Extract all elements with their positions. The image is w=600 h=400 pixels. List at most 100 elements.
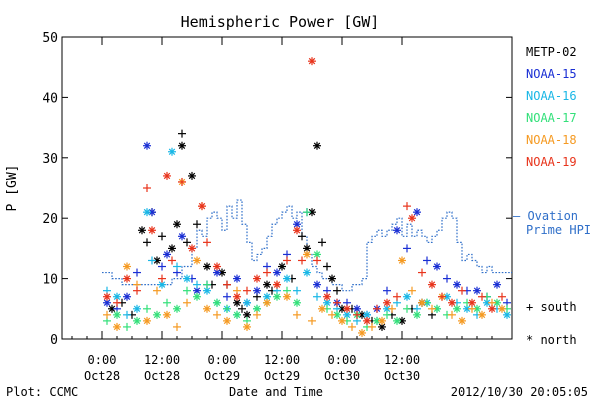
south-point-marker bbox=[158, 262, 166, 271]
south-point-marker bbox=[323, 262, 331, 271]
north-point-marker bbox=[148, 226, 156, 235]
north-point-marker bbox=[433, 304, 441, 313]
south-point-marker bbox=[143, 238, 151, 247]
south-point-marker bbox=[193, 280, 201, 289]
north-point-marker bbox=[293, 298, 301, 307]
south-point-marker bbox=[423, 256, 431, 265]
north-point-marker bbox=[363, 316, 371, 325]
series-noaa-19 bbox=[103, 57, 506, 325]
south-point-marker bbox=[303, 208, 311, 217]
north-point-marker bbox=[323, 292, 331, 301]
north-point-marker bbox=[113, 310, 121, 319]
north-point-marker bbox=[113, 322, 121, 331]
north-point-marker bbox=[283, 274, 291, 283]
south-point-marker bbox=[253, 310, 261, 319]
north-point-marker bbox=[173, 304, 181, 313]
north-point-marker bbox=[498, 304, 506, 313]
south-point-marker bbox=[148, 256, 156, 265]
north-point-marker bbox=[433, 262, 441, 271]
north-point-marker bbox=[478, 310, 486, 319]
south-point-marker bbox=[373, 304, 381, 313]
south-point-marker bbox=[123, 322, 131, 331]
south-point-marker bbox=[243, 286, 251, 295]
south-point-marker bbox=[193, 220, 201, 229]
north-point-marker bbox=[233, 292, 241, 301]
y-tick-label: 50 bbox=[42, 31, 58, 46]
south-point-marker bbox=[333, 286, 341, 295]
north-point-marker bbox=[143, 208, 151, 217]
legend-north: * north bbox=[526, 333, 577, 347]
north-point-marker bbox=[233, 274, 241, 283]
north-point-marker bbox=[223, 316, 231, 325]
north-point-marker bbox=[358, 328, 366, 337]
axes-layer: 0 10 20 30 40 50 0:00 Oct28 12:00 Oct28 0:00 Oct29 1… bbox=[42, 31, 513, 383]
north-point-marker bbox=[198, 202, 206, 211]
north-point-marker bbox=[193, 292, 201, 301]
north-point-marker bbox=[413, 310, 421, 319]
south-point-marker bbox=[403, 202, 411, 211]
south-point-marker bbox=[178, 177, 186, 186]
north-point-marker bbox=[113, 292, 121, 301]
south-point-marker bbox=[448, 310, 456, 319]
north-point-marker bbox=[273, 292, 281, 301]
south-point-marker bbox=[163, 298, 171, 307]
legend-entry: NOAA-17 bbox=[526, 111, 577, 125]
south-point-marker bbox=[298, 256, 306, 265]
north-point-marker bbox=[103, 292, 111, 301]
south-point-marker bbox=[173, 262, 181, 271]
north-point-marker bbox=[413, 208, 421, 217]
north-point-marker bbox=[363, 310, 371, 319]
x-tick-label-time: 12:00 bbox=[384, 353, 420, 367]
x-tick-label-date: Oct30 bbox=[324, 369, 360, 383]
north-point-marker bbox=[338, 316, 346, 325]
north-point-marker bbox=[308, 57, 316, 66]
north-point-marker bbox=[253, 286, 261, 295]
south-point-marker bbox=[283, 256, 291, 265]
north-point-marker bbox=[203, 262, 211, 271]
north-point-marker bbox=[303, 250, 311, 259]
south-point-marker bbox=[408, 286, 416, 295]
north-point-marker bbox=[263, 298, 271, 307]
x-tick-label-time: 0:00 bbox=[208, 353, 237, 367]
north-point-marker bbox=[163, 310, 171, 319]
north-point-marker bbox=[373, 316, 381, 325]
north-point-marker bbox=[468, 298, 476, 307]
north-point-marker bbox=[443, 292, 451, 301]
north-point-marker bbox=[403, 292, 411, 301]
legend-entry: NOAA-18 bbox=[526, 133, 577, 147]
north-point-marker bbox=[153, 310, 161, 319]
north-point-marker bbox=[378, 316, 386, 325]
north-point-marker bbox=[213, 262, 221, 271]
north-point-marker bbox=[453, 280, 461, 289]
footer-timestamp: 2012/10/30 20:05:05 bbox=[451, 385, 588, 399]
north-point-marker bbox=[278, 262, 286, 271]
south-point-marker bbox=[213, 310, 221, 319]
south-point-marker bbox=[298, 232, 306, 241]
north-point-marker bbox=[313, 280, 321, 289]
y-tick-label: 40 bbox=[42, 91, 58, 106]
south-point-marker bbox=[133, 268, 141, 277]
south-point-marker bbox=[308, 316, 316, 325]
south-point-marker bbox=[203, 238, 211, 247]
south-point-marker bbox=[293, 286, 301, 295]
points-layer bbox=[103, 57, 511, 337]
y-tick-label: 30 bbox=[42, 152, 58, 167]
north-point-marker bbox=[393, 226, 401, 235]
south-point-marker bbox=[388, 304, 396, 313]
north-point-marker bbox=[283, 292, 291, 301]
south-point-marker bbox=[478, 292, 486, 301]
north-point-marker bbox=[253, 274, 261, 283]
south-point-marker bbox=[403, 304, 411, 313]
series-metp-02 bbox=[108, 129, 436, 331]
north-point-marker bbox=[408, 214, 416, 223]
south-point-marker bbox=[203, 280, 211, 289]
south-point-marker bbox=[183, 286, 191, 295]
south-point-marker bbox=[353, 310, 361, 319]
x-tick-label-time: 12:00 bbox=[264, 353, 300, 367]
x-tick-label-date: Oct28 bbox=[144, 369, 180, 383]
south-point-marker bbox=[418, 268, 426, 277]
north-point-marker bbox=[203, 304, 211, 313]
north-point-marker bbox=[218, 268, 226, 277]
south-point-marker bbox=[293, 310, 301, 319]
